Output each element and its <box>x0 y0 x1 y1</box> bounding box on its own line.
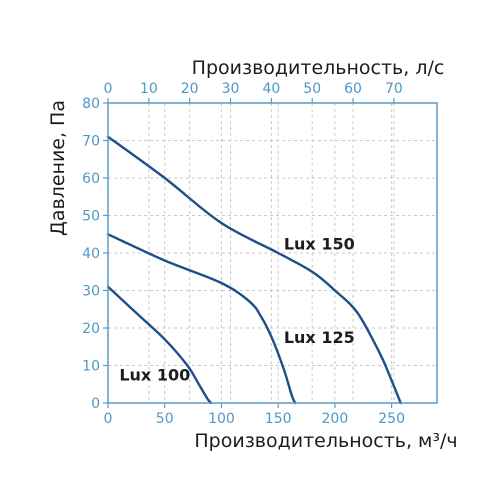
x-tick-label: 150 <box>265 411 292 427</box>
y-tick-label: 80 <box>82 96 100 112</box>
x2-tick-label: 30 <box>222 81 240 97</box>
y-tick-label: 0 <box>91 396 100 412</box>
series-labels: Lux 150 Lux 125 Lux 100 <box>119 234 354 384</box>
x2-tick-label: 20 <box>181 81 199 97</box>
x2-axis-title: Производительность, л/с <box>192 57 445 79</box>
series-label: Lux 125 <box>284 328 355 347</box>
x2-tick-label: 60 <box>344 81 362 97</box>
grid <box>108 103 437 403</box>
y-tick-label: 70 <box>82 134 100 150</box>
y-axis-title: Давление, Па <box>47 100 69 236</box>
x-tick-label: 50 <box>156 411 174 427</box>
x-tick-label: 100 <box>208 411 235 427</box>
x-axis-title: Производительность, м³/ч <box>194 430 457 452</box>
y-tick-label: 50 <box>82 209 100 225</box>
x2-tick-label: 40 <box>262 81 280 97</box>
series-curve-lux-125 <box>106 233 297 405</box>
series-label: Lux 150 <box>284 234 355 253</box>
x-tick-label: 0 <box>104 411 113 427</box>
y-tick-label: 20 <box>82 321 100 337</box>
y-tick-label: 40 <box>82 246 100 262</box>
x2-tick-label: 70 <box>385 81 403 97</box>
curves <box>106 135 402 405</box>
y-tick-label: 10 <box>82 359 100 375</box>
x-tick-label: 200 <box>322 411 349 427</box>
x2-tick-label: 10 <box>140 81 158 97</box>
x-tick-label: 250 <box>378 411 405 427</box>
series-curve-lux-100 <box>106 285 213 405</box>
y-tick-label: 60 <box>82 171 100 187</box>
x2-tick-label: 50 <box>303 81 321 97</box>
series-curve-lux-150 <box>106 135 402 405</box>
series-label: Lux 100 <box>119 366 190 385</box>
x2-tick-label: 0 <box>104 81 113 97</box>
y-tick-label: 30 <box>82 284 100 300</box>
